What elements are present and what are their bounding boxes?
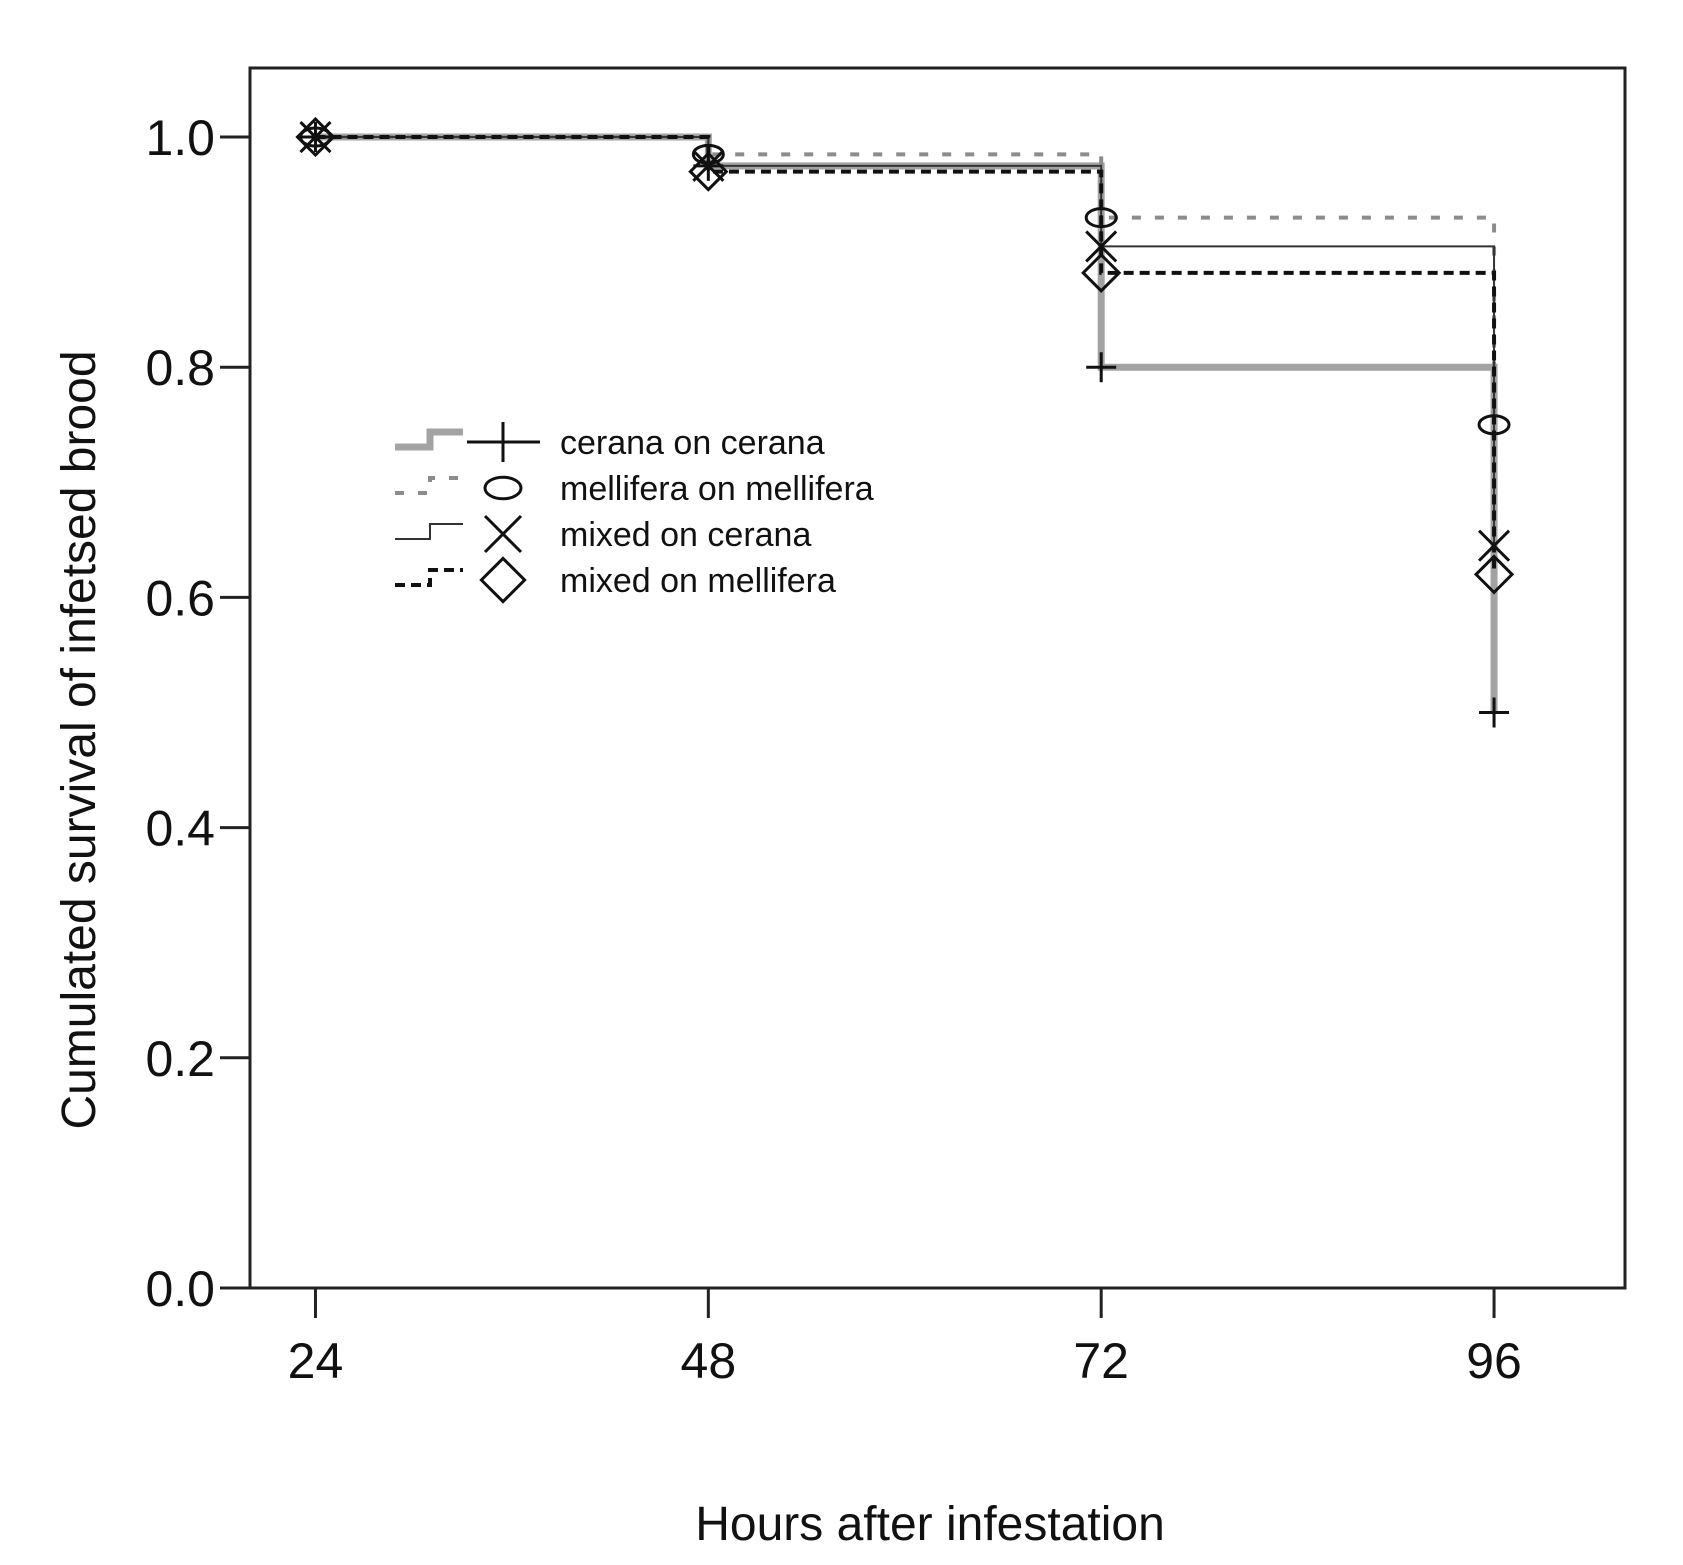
legend-swatch-3 bbox=[395, 523, 463, 540]
y-tick-label: 0.8 bbox=[145, 340, 215, 396]
x-tick-label: 96 bbox=[1466, 1333, 1522, 1389]
marker-layer bbox=[295, 116, 1515, 728]
x-tick-label: 48 bbox=[681, 1333, 737, 1389]
y-tick-label: 1.0 bbox=[145, 110, 215, 166]
data-point-diamond bbox=[1473, 554, 1515, 595]
y-tick-label: 0.4 bbox=[145, 801, 215, 857]
legend-label: mellifera on mellifera bbox=[560, 470, 874, 508]
data-point-x bbox=[692, 149, 725, 182]
y-axis-title: Cumulated survival of infetsed brood bbox=[53, 350, 106, 1129]
legend-marker-x bbox=[483, 514, 523, 554]
data-point-ellipse bbox=[1477, 414, 1511, 436]
legend-label: mixed on cerana bbox=[560, 516, 811, 554]
y-tick-label: 0.0 bbox=[145, 1261, 215, 1317]
data-point-ellipse bbox=[1084, 207, 1118, 229]
x-axis-title: Hours after infestation bbox=[695, 1498, 1165, 1551]
data-point-diamond bbox=[1081, 252, 1122, 293]
data-point-plus bbox=[1479, 697, 1510, 728]
series-layer bbox=[315, 133, 1498, 713]
x-tick-label: 24 bbox=[288, 1333, 344, 1389]
legend-marker-ellipse bbox=[483, 475, 523, 501]
data-point-plus bbox=[1086, 352, 1117, 383]
legend: cerana on cerana mellifera on mellifera mi… bbox=[395, 422, 874, 604]
x-tick-label: 72 bbox=[1073, 1333, 1129, 1389]
y-tick-label: 0.2 bbox=[145, 1031, 215, 1087]
data-point-ellipse bbox=[298, 126, 332, 148]
data-point-ellipse bbox=[691, 143, 725, 165]
legend-label: mixed on mellifera bbox=[560, 562, 836, 600]
legend-marker-diamond bbox=[479, 556, 527, 604]
y-tick-label: 0.6 bbox=[145, 570, 215, 626]
series-line-4 bbox=[315, 135, 1497, 575]
axis-layer: 24 48 72 96 0.0 0.2 0.4 0.6 0.8 1.0 bbox=[145, 110, 1521, 1389]
data-point-x bbox=[1477, 529, 1511, 562]
data-point-diamond bbox=[295, 116, 336, 158]
plot-frame bbox=[248, 66, 1627, 1290]
legend-label: cerana on cerana bbox=[560, 424, 825, 462]
data-point-x bbox=[1085, 230, 1118, 263]
legend-swatch-1 bbox=[395, 428, 463, 451]
data-point-diamond bbox=[688, 151, 729, 192]
legend-swatch-4 bbox=[395, 568, 463, 587]
